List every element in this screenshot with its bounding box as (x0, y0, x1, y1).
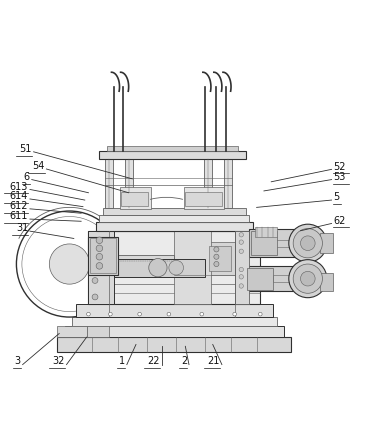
Bar (72, 317, 277, 326)
Bar (57, 337, 291, 352)
Bar (246, 266, 293, 291)
Circle shape (96, 262, 103, 269)
Circle shape (301, 236, 315, 250)
Bar (320, 273, 333, 291)
Text: 2: 2 (181, 357, 187, 366)
Circle shape (289, 260, 327, 297)
Bar (209, 246, 231, 271)
Bar (99, 215, 249, 222)
Circle shape (239, 249, 243, 254)
Text: 611: 611 (10, 211, 28, 221)
Bar (114, 258, 206, 277)
Bar (206, 242, 235, 275)
Bar (88, 231, 114, 304)
Circle shape (49, 244, 90, 284)
Text: 62: 62 (333, 216, 346, 226)
Bar (103, 208, 246, 215)
Text: 32: 32 (52, 357, 65, 366)
Circle shape (17, 211, 123, 317)
Bar (105, 159, 113, 208)
Bar (88, 237, 118, 275)
Text: 51: 51 (19, 144, 32, 155)
Bar (65, 326, 284, 337)
Bar (320, 233, 333, 253)
Text: 21: 21 (208, 357, 220, 366)
Text: 22: 22 (147, 357, 160, 366)
Circle shape (92, 248, 98, 254)
Bar (251, 231, 277, 255)
Circle shape (92, 294, 98, 300)
Circle shape (138, 312, 141, 316)
Circle shape (289, 224, 327, 262)
Bar (174, 231, 211, 304)
Circle shape (96, 237, 103, 244)
Bar (273, 275, 307, 282)
Circle shape (167, 312, 171, 316)
Circle shape (96, 254, 103, 260)
Bar (247, 268, 273, 289)
Circle shape (214, 247, 219, 252)
Circle shape (239, 240, 243, 244)
Bar (185, 192, 222, 206)
Bar (224, 159, 232, 208)
Bar (76, 304, 273, 317)
Bar (255, 227, 277, 237)
Text: 1: 1 (119, 357, 125, 366)
Bar (87, 326, 109, 337)
Circle shape (258, 312, 262, 316)
Circle shape (92, 261, 98, 267)
Bar (107, 147, 238, 151)
Circle shape (301, 271, 315, 286)
Bar (235, 231, 249, 304)
Circle shape (149, 258, 167, 277)
Circle shape (214, 254, 219, 259)
Bar (120, 187, 150, 209)
Bar (249, 229, 297, 257)
Circle shape (169, 260, 184, 275)
Text: 614: 614 (10, 191, 28, 201)
Circle shape (239, 284, 243, 288)
Bar (88, 231, 260, 304)
Bar (57, 326, 87, 337)
Text: 6: 6 (24, 172, 30, 182)
Bar (99, 151, 246, 159)
Circle shape (22, 217, 117, 312)
Text: 3: 3 (15, 357, 21, 366)
Circle shape (233, 312, 236, 316)
Circle shape (293, 229, 323, 258)
Circle shape (200, 312, 204, 316)
Bar (118, 255, 174, 268)
Circle shape (239, 267, 243, 272)
Bar (125, 159, 133, 208)
Circle shape (92, 278, 98, 283)
Circle shape (239, 233, 243, 237)
Bar (121, 192, 148, 206)
Circle shape (92, 238, 98, 243)
Text: 613: 613 (10, 182, 28, 192)
Circle shape (214, 262, 219, 266)
Circle shape (293, 264, 323, 293)
Circle shape (87, 312, 90, 316)
Circle shape (109, 312, 112, 316)
Bar (90, 238, 116, 273)
Text: 53: 53 (333, 172, 346, 182)
Bar (184, 187, 224, 209)
Bar (275, 240, 309, 247)
Text: 5: 5 (333, 192, 339, 202)
Bar (96, 222, 253, 231)
Circle shape (96, 245, 103, 252)
Text: 31: 31 (16, 223, 28, 233)
Text: 54: 54 (32, 161, 44, 171)
Bar (204, 159, 212, 208)
Circle shape (239, 275, 243, 279)
Text: 612: 612 (10, 201, 28, 211)
Text: 52: 52 (333, 162, 346, 171)
